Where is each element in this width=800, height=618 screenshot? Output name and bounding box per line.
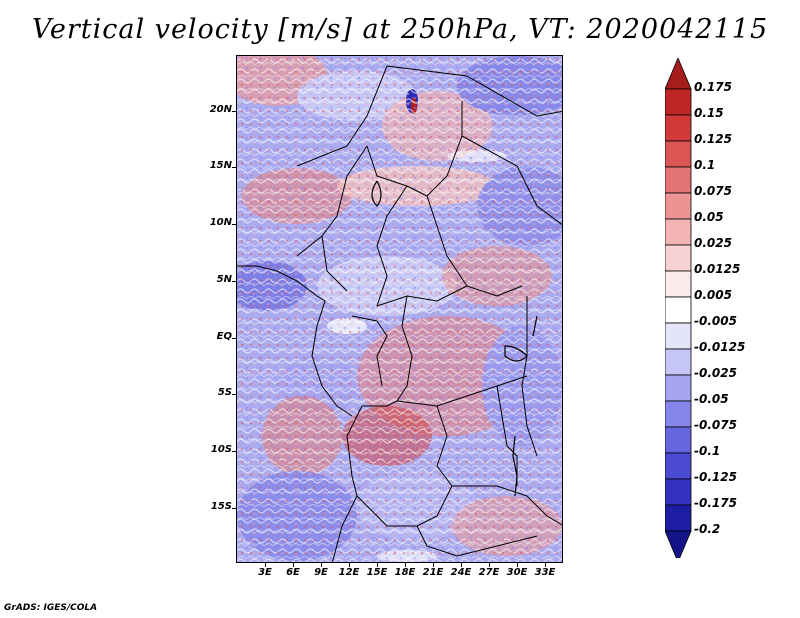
colorbar bbox=[665, 58, 692, 558]
country-borders bbox=[237, 65, 562, 562]
lakes bbox=[371, 180, 538, 497]
colorbar-label: 0.025 bbox=[694, 236, 732, 250]
colorbar-segment bbox=[665, 452, 692, 480]
colorbar-segment bbox=[665, 88, 692, 116]
colorbar-segment bbox=[665, 192, 692, 220]
lon-label: 30E bbox=[506, 567, 528, 578]
lon-label: 18E bbox=[394, 567, 416, 578]
map-panel bbox=[236, 55, 563, 563]
colorbar-label: -0.0125 bbox=[694, 340, 746, 354]
colorbar-label: -0.2 bbox=[694, 522, 721, 536]
lat-label: 5N bbox=[216, 274, 232, 285]
lat-tick bbox=[232, 451, 236, 452]
lat-tick bbox=[232, 167, 236, 168]
colorbar-segment bbox=[665, 478, 692, 506]
lon-label: 12E bbox=[338, 567, 360, 578]
colorbar-segment bbox=[665, 244, 692, 272]
velocity-field bbox=[237, 56, 562, 562]
colorbar-label: -0.005 bbox=[694, 314, 737, 328]
lon-tick bbox=[349, 563, 350, 567]
lon-label: 24E bbox=[450, 567, 472, 578]
colorbar-arrow-top bbox=[665, 58, 692, 90]
colorbar-label: -0.025 bbox=[694, 366, 737, 380]
lon-label: 21E bbox=[422, 567, 444, 578]
colorbar-segment bbox=[665, 504, 692, 532]
lat-label: 15N bbox=[209, 160, 232, 171]
lon-tick bbox=[265, 563, 266, 567]
lon-tick bbox=[545, 563, 546, 567]
colorbar-label: -0.125 bbox=[694, 470, 737, 484]
colorbar-segment bbox=[665, 348, 692, 376]
colorbar-arrow-bottom bbox=[665, 530, 692, 558]
colorbar-segment bbox=[665, 166, 692, 194]
lon-label: 27E bbox=[478, 567, 500, 578]
lon-tick bbox=[517, 563, 518, 567]
colorbar-label: -0.05 bbox=[694, 392, 729, 406]
lat-tick bbox=[232, 394, 236, 395]
lon-tick bbox=[293, 563, 294, 567]
lat-tick bbox=[232, 111, 236, 112]
colorbar-label: 0.075 bbox=[694, 184, 732, 198]
lat-label: EQ bbox=[216, 331, 232, 342]
lat-label: 10S bbox=[210, 444, 232, 455]
chart-title: Vertical velocity [m/s] at 250hPa, VT: 2… bbox=[31, 14, 769, 45]
colorbar-segment bbox=[665, 114, 692, 142]
colorbar-label: -0.1 bbox=[694, 444, 721, 458]
lon-tick bbox=[433, 563, 434, 567]
colorbar-label: 0.15 bbox=[694, 106, 724, 120]
lon-label: 9E bbox=[314, 567, 328, 578]
lon-tick bbox=[489, 563, 490, 567]
lat-tick bbox=[232, 281, 236, 282]
lat-label: 15S bbox=[210, 501, 232, 512]
credit-text: GrADS: IGES/COLA bbox=[4, 603, 98, 613]
colorbar-label: 0.0125 bbox=[694, 262, 741, 276]
colorbar-segment bbox=[665, 426, 692, 454]
colorbar-label: 0.175 bbox=[694, 80, 732, 94]
lat-label: 10N bbox=[209, 217, 232, 228]
colorbar-segment bbox=[665, 270, 692, 298]
lon-label: 33E bbox=[534, 567, 556, 578]
colorbar-label: 0.05 bbox=[694, 210, 724, 224]
colorbar-segment bbox=[665, 374, 692, 402]
colorbar-label: 0.1 bbox=[694, 158, 716, 172]
lon-label: 3E bbox=[258, 567, 272, 578]
lon-tick bbox=[377, 563, 378, 567]
lon-tick bbox=[405, 563, 406, 567]
lon-tick bbox=[461, 563, 462, 567]
lat-label: 20N bbox=[209, 104, 232, 115]
colorbar-label: -0.175 bbox=[694, 496, 737, 510]
lat-tick bbox=[232, 338, 236, 339]
colorbar-segment bbox=[665, 140, 692, 168]
lat-tick bbox=[232, 224, 236, 225]
colorbar-label: -0.075 bbox=[694, 418, 737, 432]
colorbar-segment bbox=[665, 322, 692, 350]
lon-label: 6E bbox=[286, 567, 300, 578]
colorbar-label: 0.125 bbox=[694, 132, 732, 146]
lon-label: 15E bbox=[366, 567, 388, 578]
colorbar-segment bbox=[665, 400, 692, 428]
lat-tick bbox=[232, 508, 236, 509]
lat-label: 5S bbox=[217, 387, 232, 398]
lon-tick bbox=[321, 563, 322, 567]
colorbar-segment bbox=[665, 218, 692, 246]
colorbar-segment bbox=[665, 296, 692, 324]
colorbar-label: 0.005 bbox=[694, 288, 732, 302]
